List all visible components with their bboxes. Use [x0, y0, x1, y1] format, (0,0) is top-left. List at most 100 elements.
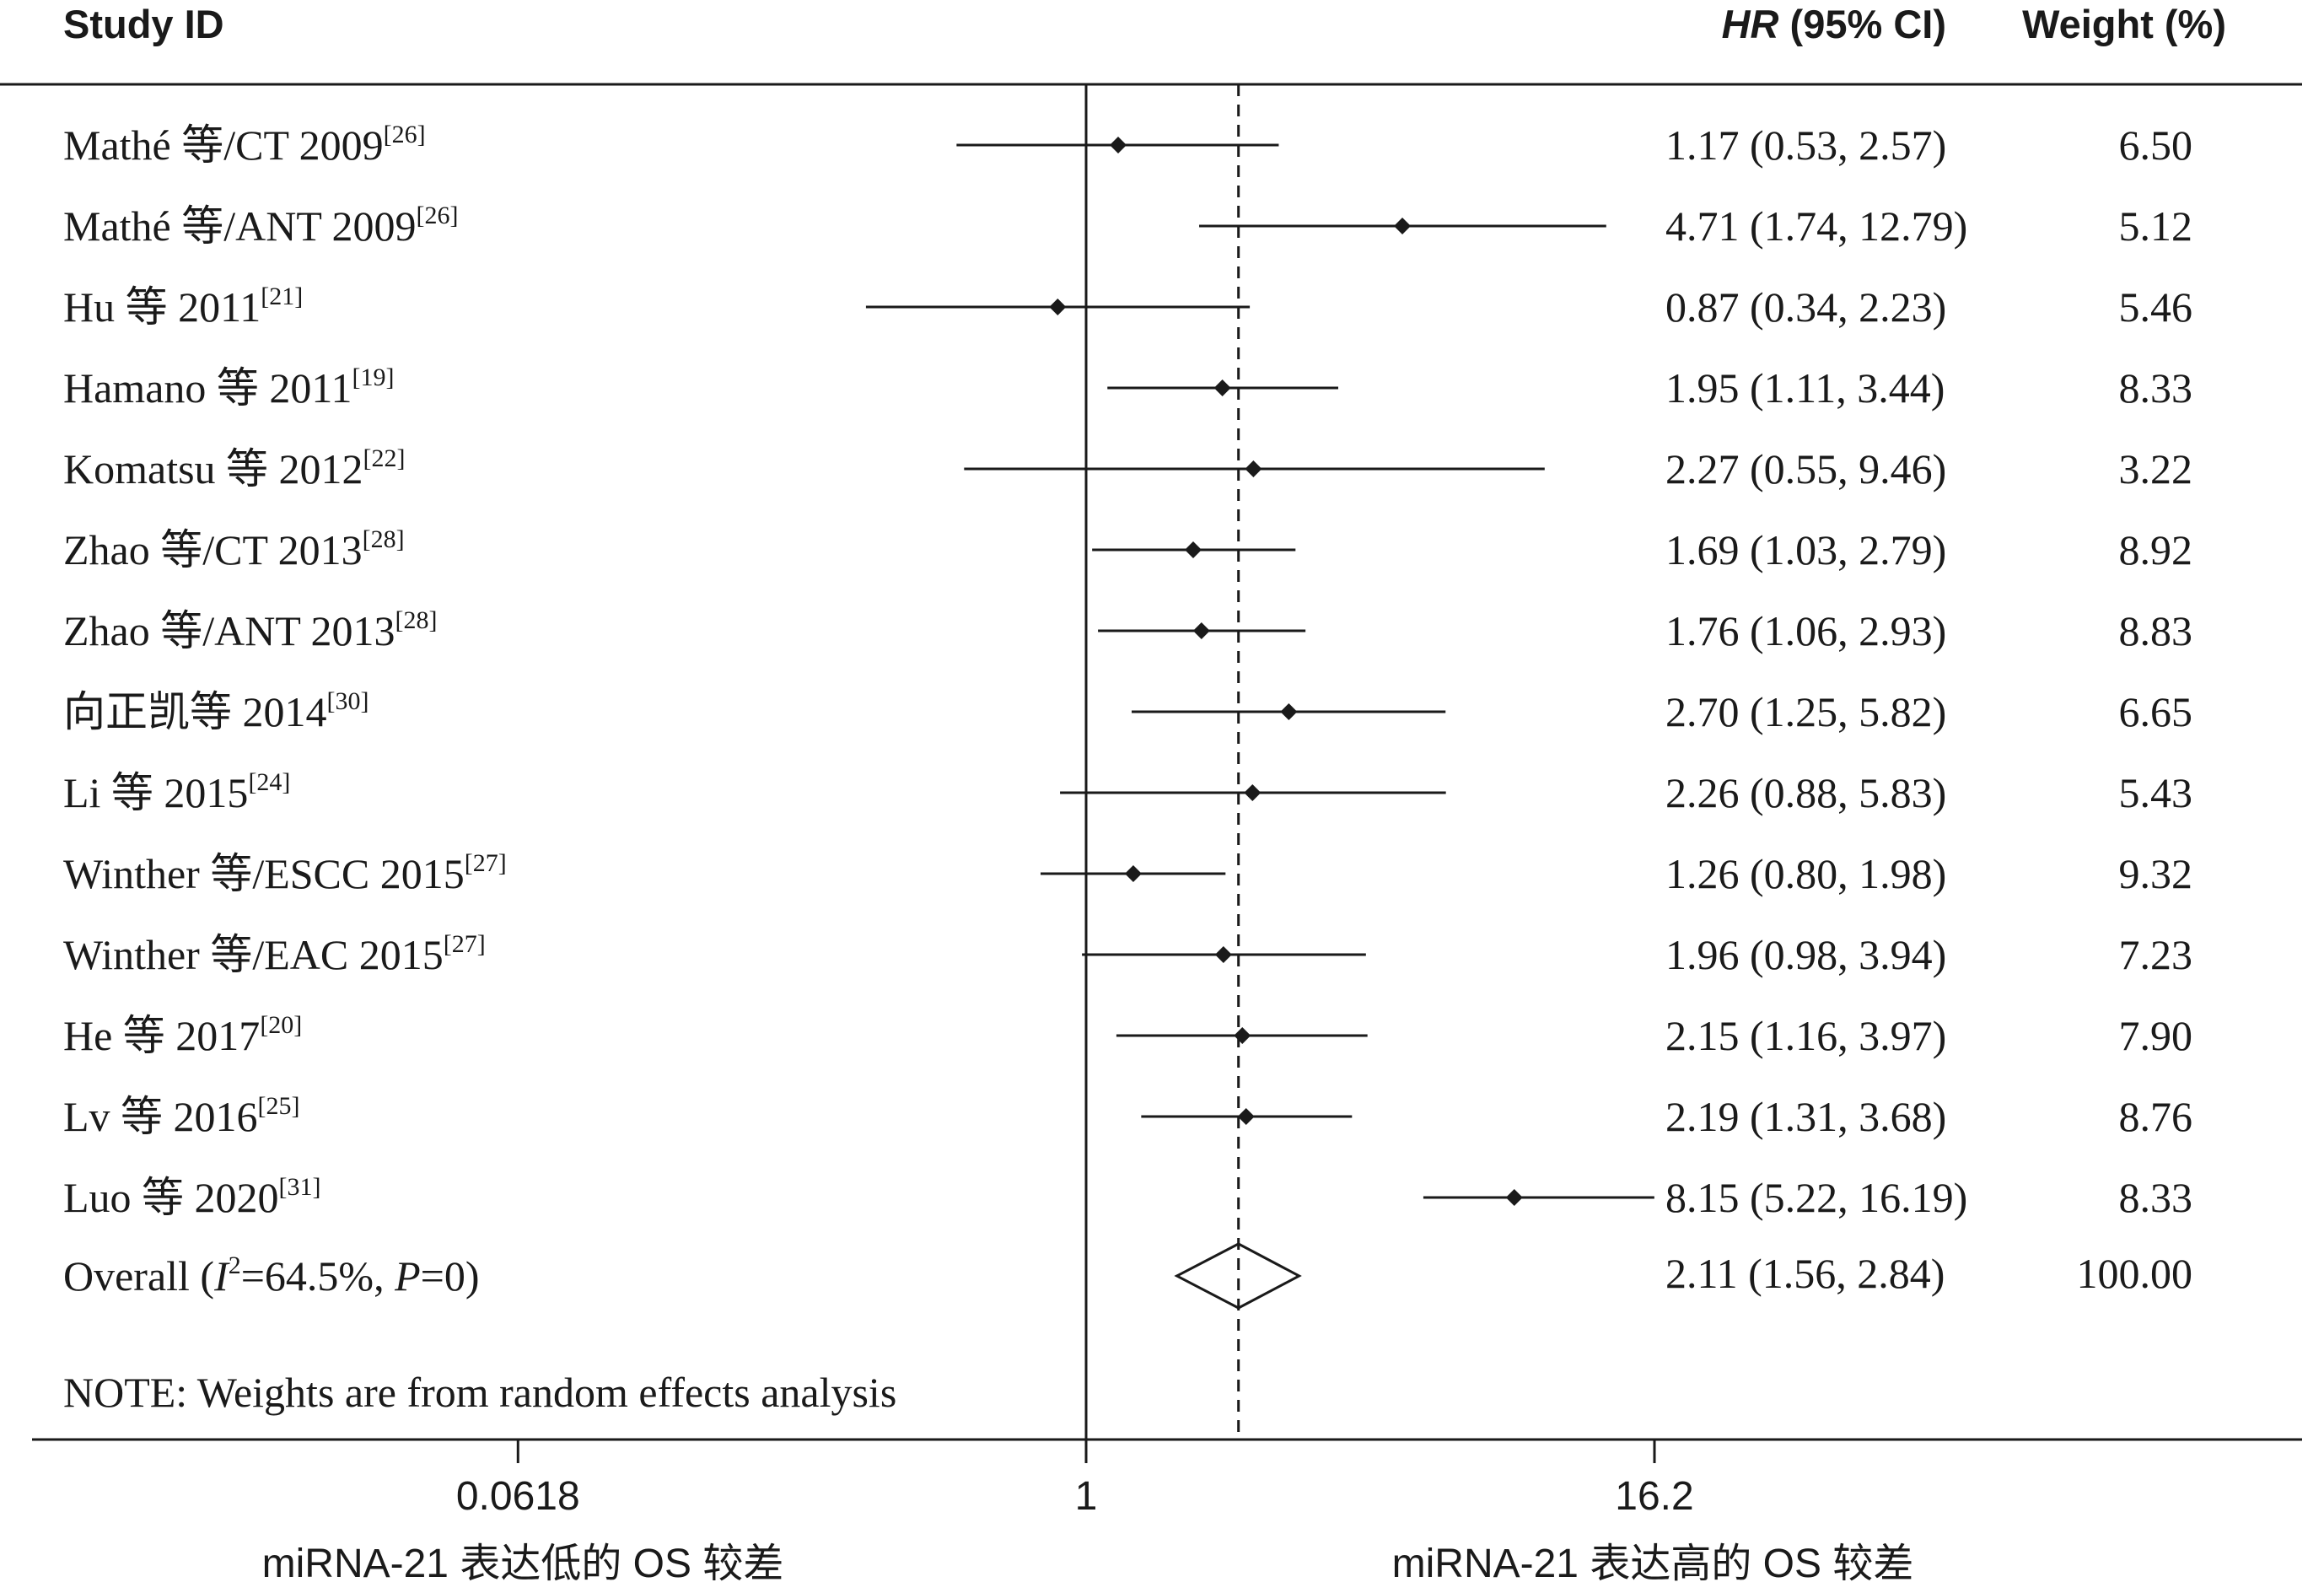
study-ref: [24]	[248, 768, 290, 796]
study-row: Winther 等/EAC 2015[27] 1.96 (0.98, 3.94) 7…	[63, 930, 2192, 978]
study-row: Hu 等 2011[21] 0.87 (0.34, 2.23) 5.46	[63, 283, 2192, 331]
study-ref: [25]	[258, 1092, 300, 1120]
study-point-estimate	[1124, 865, 1142, 882]
study-name: Hamano 等 2011	[63, 364, 352, 412]
study-point-estimate	[1214, 946, 1232, 963]
study-name: Winther 等/EAC 2015	[63, 931, 444, 978]
study-hr-ci: 4.71 (1.74, 12.79)	[1665, 202, 1967, 250]
x-tick-label: 16.2	[1615, 1474, 1693, 1519]
study-ref: [19]	[352, 363, 395, 391]
header-study-id: Study ID	[63, 2, 224, 46]
study-row: Zhao 等/CT 2013[28] 1.69 (1.03, 2.79) 8.92	[63, 525, 2192, 573]
study-row: Komatsu 等 2012[22] 2.27 (0.55, 9.46) 3.22	[63, 444, 2192, 492]
study-label: Mathé 等/CT 2009[26]	[63, 121, 426, 169]
study-weight: 8.76	[2119, 1093, 2193, 1140]
study-rows: Mathé 等/CT 2009[26] 1.17 (0.53, 2.57) 6.50…	[63, 121, 2192, 1221]
study-weight: 8.33	[2119, 364, 2193, 412]
x-tick-label: 1	[1075, 1474, 1098, 1519]
study-hr-ci: 1.76 (1.06, 2.93)	[1665, 607, 1946, 654]
overall-i-value: =64.5%,	[241, 1252, 395, 1300]
overall-diamond	[1174, 1242, 1302, 1310]
study-label: Li 等 2015[24]	[63, 768, 290, 816]
study-row: Luo 等 2020[31] 8.15 (5.22, 16.19) 8.33	[63, 1173, 2192, 1221]
overall-i-symbol: I	[213, 1252, 230, 1300]
study-point-estimate	[1245, 460, 1262, 477]
study-point-estimate	[1213, 379, 1231, 396]
study-hr-ci: 0.87 (0.34, 2.23)	[1665, 283, 1946, 331]
note-text: NOTE: Weights are from random effects an…	[63, 1369, 896, 1416]
study-label: Luo 等 2020[31]	[63, 1173, 321, 1221]
overall-p-symbol: P	[394, 1252, 421, 1300]
study-hr-ci: 2.15 (1.16, 3.97)	[1665, 1012, 1946, 1059]
overall-prefix: Overall (	[63, 1252, 214, 1300]
study-hr-ci: 2.27 (0.55, 9.46)	[1665, 445, 1946, 492]
study-label: Winther 等/EAC 2015[27]	[63, 930, 486, 978]
study-label: Mathé 等/ANT 2009[26]	[63, 202, 458, 250]
study-label: He 等 2017[20]	[63, 1011, 302, 1059]
study-label: Hamano 等 2011[19]	[63, 363, 395, 412]
study-row: 向正凯等 2014[30] 2.70 (1.25, 5.82) 6.65	[63, 687, 2192, 735]
study-ref: [30]	[327, 687, 369, 715]
study-ref: [28]	[395, 606, 437, 634]
study-ref: [21]	[261, 283, 303, 310]
study-hr-ci: 1.95 (1.11, 3.44)	[1665, 364, 1945, 412]
study-name: Zhao 等/CT 2013	[63, 526, 363, 573]
overall-i-sup: 2	[229, 1251, 241, 1279]
study-weight: 5.46	[2119, 283, 2193, 331]
study-name: 向正凯等 2014	[63, 688, 327, 735]
study-name: Winther 等/ESCC 2015	[63, 850, 465, 897]
header-hr-rest: (95% CI)	[1779, 2, 1947, 46]
xlabel-right: miRNA-21 表达高的 OS 较差	[1392, 1542, 1914, 1586]
study-row: Zhao 等/ANT 2013[28] 1.76 (1.06, 2.93) 8.83	[63, 606, 2192, 654]
study-name: Hu 等 2011	[63, 283, 261, 331]
study-point-estimate	[1049, 299, 1067, 315]
overall-hr-ci: 2.11 (1.56, 2.84)	[1665, 1250, 1945, 1297]
study-weight: 6.50	[2119, 121, 2193, 169]
study-weight: 3.22	[2119, 445, 2193, 492]
study-row: Mathé 等/ANT 2009[26] 4.71 (1.74, 12.79) 5.…	[63, 202, 2192, 250]
study-row: Winther 等/ESCC 2015[27] 1.26 (0.80, 1.98)…	[63, 849, 2192, 897]
study-weight: 8.83	[2119, 607, 2193, 654]
study-name: Luo 等 2020	[63, 1174, 279, 1221]
study-label: Komatsu 等 2012[22]	[63, 444, 406, 492]
study-weight: 5.12	[2119, 202, 2193, 250]
header-hr-ci: HR (95% CI)	[1722, 2, 1946, 46]
study-ref: [26]	[384, 121, 426, 148]
study-point-estimate	[1234, 1027, 1251, 1044]
study-point-estimate	[1280, 703, 1298, 720]
study-weight: 7.90	[2119, 1012, 2193, 1059]
study-hr-ci: 1.96 (0.98, 3.94)	[1665, 931, 1946, 978]
study-row: Mathé 等/CT 2009[26] 1.17 (0.53, 2.57) 6.50	[63, 121, 2192, 169]
study-hr-ci: 2.70 (1.25, 5.82)	[1665, 688, 1946, 735]
study-name: Mathé 等/CT 2009	[63, 121, 384, 169]
study-ref: [28]	[363, 525, 405, 553]
study-ref: [22]	[363, 444, 406, 472]
study-point-estimate	[1237, 1108, 1255, 1125]
study-hr-ci: 1.26 (0.80, 1.98)	[1665, 850, 1946, 897]
study-label: Zhao 等/CT 2013[28]	[63, 525, 405, 573]
study-label: Zhao 等/ANT 2013[28]	[63, 606, 437, 654]
study-weight: 7.23	[2119, 931, 2193, 978]
study-weight: 8.92	[2119, 526, 2193, 573]
study-point-estimate	[1505, 1189, 1523, 1206]
study-hr-ci: 2.19 (1.31, 3.68)	[1665, 1093, 1946, 1140]
study-point-estimate	[1109, 137, 1127, 153]
study-ref: [27]	[465, 849, 507, 877]
study-row: He 等 2017[20] 2.15 (1.16, 3.97) 7.90	[63, 1011, 2192, 1059]
study-point-estimate	[1192, 622, 1210, 639]
study-hr-ci: 1.69 (1.03, 2.79)	[1665, 526, 1946, 573]
study-weight: 9.32	[2119, 850, 2193, 897]
study-weight: 6.65	[2119, 688, 2193, 735]
study-name: Komatsu 等 2012	[63, 445, 363, 492]
x-axis-ticks: 0.0618 1 16.2	[456, 1440, 1694, 1519]
overall-p-value: =0)	[421, 1252, 480, 1300]
study-label: 向正凯等 2014[30]	[63, 687, 369, 735]
header-hr-italic: HR	[1722, 2, 1779, 46]
study-ref: [26]	[416, 202, 458, 229]
overall-label: Overall (I2=64.5%, P=0)	[63, 1251, 480, 1300]
study-name: Lv 等 2016	[63, 1093, 258, 1140]
study-hr-ci: 1.17 (0.53, 2.57)	[1665, 121, 1946, 169]
study-label: Winther 等/ESCC 2015[27]	[63, 849, 507, 897]
study-row: Lv 等 2016[25] 2.19 (1.31, 3.68) 8.76	[63, 1092, 2192, 1140]
